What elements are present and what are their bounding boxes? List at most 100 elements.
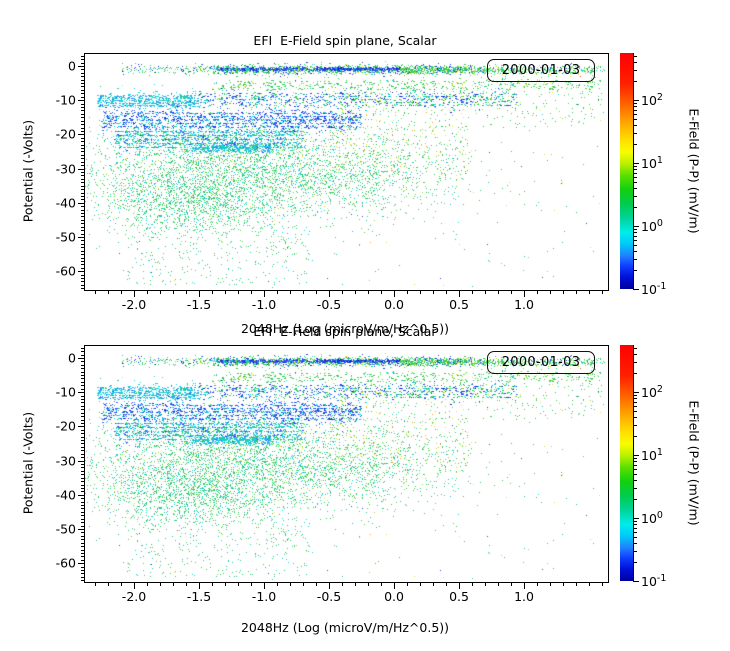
- axis-tick: [81, 178, 85, 180]
- axis-tick: [81, 195, 85, 197]
- axis-tick: [81, 223, 85, 225]
- scatter-canvas-bottom: [85, 346, 608, 582]
- axis-tick: [368, 290, 369, 294]
- axis-tick: [589, 290, 591, 294]
- axis-tick: [81, 274, 85, 276]
- axis-tick: [81, 206, 85, 208]
- axis-tick: [303, 582, 304, 586]
- axis-tick: [81, 182, 85, 184]
- colorbar-tick-label: 10-1: [641, 280, 667, 298]
- axis-tick: [589, 582, 591, 586]
- axis-tick: [81, 267, 85, 269]
- y-tick-label: 0: [68, 58, 76, 74]
- axis-tick: [633, 258, 637, 260]
- axis-tick: [81, 402, 85, 404]
- axis-tick: [563, 290, 565, 294]
- axis-tick: [78, 494, 85, 496]
- axis-tick: [81, 443, 85, 445]
- axis-tick: [81, 375, 85, 377]
- axis-tick: [633, 550, 637, 552]
- axis-tick: [633, 106, 637, 108]
- axis-tick: [576, 582, 578, 586]
- axis-tick: [81, 522, 85, 524]
- axis-tick: [81, 240, 85, 242]
- axis-tick: [81, 481, 85, 483]
- legend-box-top: 2000-01-03: [487, 59, 595, 82]
- colorbar-gradient: [620, 345, 633, 581]
- axis-tick: [81, 464, 85, 465]
- axis-tick: [81, 59, 85, 61]
- axis-tick: [81, 518, 85, 520]
- axis-tick: [633, 232, 637, 234]
- axis-tick: [81, 127, 85, 129]
- colorbar-gradient: [620, 53, 633, 289]
- axis-tick: [81, 412, 85, 414]
- axis-tick: [78, 528, 85, 530]
- axis-tick: [81, 498, 85, 500]
- axis-tick: [78, 460, 85, 462]
- axis-tick: [78, 357, 85, 359]
- axis-tick: [78, 134, 85, 136]
- axis-tick: [290, 582, 291, 586]
- y-tick-label: 0: [68, 350, 76, 366]
- colorbar-tick-label: 100: [641, 217, 663, 235]
- axis-tick: [81, 422, 85, 424]
- axis-tick: [446, 290, 448, 294]
- axis-tick: [121, 290, 122, 294]
- axis-tick: [81, 96, 85, 98]
- axis-tick: [633, 56, 637, 58]
- axis-tick: [485, 290, 487, 294]
- axis-tick: [433, 582, 435, 586]
- axis-tick: [81, 515, 85, 517]
- axis-tick: [633, 487, 637, 489]
- axis-tick: [81, 281, 85, 283]
- axis-tick: [633, 163, 639, 165]
- axis-tick: [329, 582, 330, 589]
- axis-tick: [633, 518, 639, 520]
- x-tick-label: 1.0: [514, 589, 534, 604]
- axis-tick: [78, 65, 85, 67]
- axis-tick: [633, 348, 637, 350]
- axis-tick: [81, 158, 85, 160]
- axis-tick: [238, 582, 239, 586]
- axis-tick: [81, 250, 85, 252]
- axis-tick: [134, 582, 135, 589]
- axis-tick: [633, 240, 637, 241]
- axis-tick: [108, 582, 109, 586]
- axis-tick: [81, 141, 85, 143]
- axis-tick: [108, 290, 109, 294]
- axis-tick: [81, 278, 85, 280]
- bottom-y-axis-label: Potential (-Volts): [20, 411, 36, 515]
- bottom-scatter-panel: 2000-01-03 -2.0 -1.5 -1.0 -0.5 0.0 0.5 1.0 0 -10…: [56, 345, 609, 604]
- axis-tick: [433, 290, 435, 294]
- axis-tick: [633, 251, 637, 253]
- axis-tick: [81, 477, 85, 479]
- axis-tick: [81, 148, 85, 150]
- axis-tick: [81, 351, 85, 353]
- axis-tick: [121, 582, 122, 586]
- colorbar-axis: [633, 345, 634, 581]
- axis-tick: [147, 582, 148, 586]
- axis-tick: [633, 228, 637, 230]
- axis-tick: [81, 165, 85, 167]
- axis-tick: [81, 539, 85, 541]
- axis-tick: [81, 260, 85, 262]
- axis-tick: [81, 154, 85, 156]
- axis-tick: [381, 290, 383, 294]
- axis-tick: [633, 474, 637, 476]
- axis-tick: [633, 70, 637, 72]
- axis-tick: [81, 508, 85, 510]
- y-tick-label: -50: [55, 229, 76, 245]
- axis-tick: [81, 440, 85, 442]
- x-tick-label: -0.5: [316, 297, 342, 312]
- axis-tick: [81, 546, 85, 548]
- top-x-axis-label: 2048Hz (Log (microV/m/Hz^0.5)): [240, 321, 450, 336]
- y-tick-label: -30: [55, 161, 76, 177]
- axis-tick: [633, 354, 637, 356]
- axis-tick: [81, 453, 85, 455]
- axis-tick: [633, 109, 637, 111]
- y-tick-label: -60: [55, 555, 76, 571]
- axis-tick: [524, 582, 526, 589]
- axis-tick: [78, 168, 85, 170]
- y-tick-label: -40: [55, 195, 76, 211]
